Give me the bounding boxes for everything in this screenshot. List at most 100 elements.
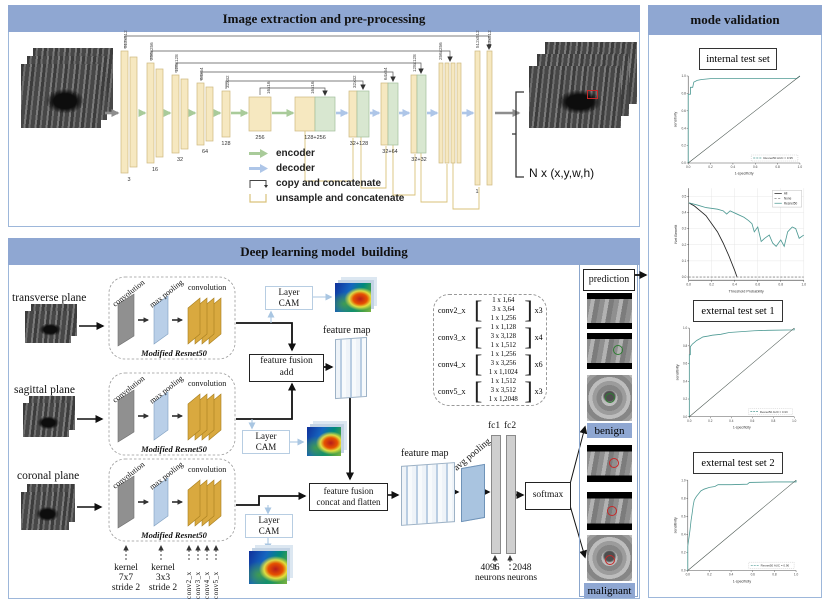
svg-text:0.0: 0.0: [687, 419, 691, 423]
unet-bar: [356, 90, 370, 138]
conv3x-stage-label: conv3_x: [194, 571, 202, 599]
unet-bar: [450, 62, 456, 164]
softmax-box: softmax: [525, 482, 571, 510]
svg-text:1.0: 1.0: [683, 326, 687, 330]
svg-text:0.8: 0.8: [778, 283, 783, 287]
legend-entry: Resnet50 AUC = 0.90: [761, 563, 790, 567]
svg-text:0.3: 0.3: [682, 227, 687, 231]
external-2-roc-chart: 0.0 0.2 0.4 0.6 0.8 1.0 0.0 0.2 0.4 0.6 0.8 1.0 1-sp…: [673, 476, 801, 584]
svg-text:0.6: 0.6: [753, 165, 758, 169]
svg-text:Modified Resnet50: Modified Resnet50: [140, 530, 208, 540]
external-test-set-2-roc: 0.0 0.2 0.4 0.6 0.8 1.0 0.0 0.2 0.4 0.6 0.8 1.0 1-sp…: [674, 478, 799, 583]
legend-entry: None: [784, 197, 792, 201]
svg-text:convolution: convolution: [188, 465, 226, 474]
unet-bar: [410, 74, 418, 154]
unet-bar: [120, 50, 129, 174]
resnet-block-coronal: convolution max pooling convolution Modifie…: [108, 458, 236, 542]
unet-size-label: 512x512: [475, 30, 480, 48]
unet-bar: [205, 86, 214, 142]
unet-bar: [248, 96, 272, 132]
legend-copy: copy and concatenate: [249, 176, 404, 191]
svg-text:0.2: 0.2: [681, 550, 686, 554]
model-body: transverse plane convolution max pooling c…: [9, 264, 639, 599]
detection-bbox: [587, 90, 598, 99]
sagittal-image: [23, 403, 69, 437]
series-Resnet50 AUC = 0.93: [688, 328, 795, 417]
unet-size-label: 128x128: [412, 54, 417, 72]
fc2-label: fc2: [504, 421, 517, 431]
input-ultrasound-image: [21, 64, 101, 128]
series-Resnet50 AUC = 0.95: [687, 75, 801, 163]
unet-bar: [456, 62, 462, 164]
series-Resnet50: [688, 202, 805, 248]
unet-bar: [387, 82, 399, 146]
plane-label-coronal: coronal plane: [17, 470, 80, 482]
unet-size-label: 256x256: [149, 42, 154, 60]
resnet-internal: convolution max pooling convolutionModifie…: [108, 372, 236, 456]
svg-text:Modified Resnet50: Modified Resnet50: [140, 444, 208, 454]
malignant-image-3: [587, 535, 632, 581]
lesion-marker: [605, 393, 615, 403]
fc2-neurons-label: 2048 neurons: [506, 563, 538, 583]
legend-decoder-label: decoder: [276, 163, 315, 174]
svg-text:1.0: 1.0: [794, 573, 799, 577]
skip-connection: [175, 62, 424, 74]
decision-curve-analysis: 0.0 0.2 0.4 0.6 0.8 1.0 0.0 0.1 0.2 0.3 0.4 0.5 Thre…: [674, 188, 806, 293]
unet-bar: [444, 62, 450, 164]
unet-bar: [486, 50, 493, 186]
svg-text:1.0: 1.0: [681, 74, 686, 78]
unet-channel-label: 32+128: [350, 141, 369, 147]
conv-spec-row: conv2_x[1 x 1,64 3 x 3,64 1 x 1,256] x3: [438, 296, 543, 324]
coronal-image: [21, 492, 69, 530]
feature-fusion-concat-box: feature fusion concat and flatten: [309, 483, 388, 511]
svg-text:0.8: 0.8: [772, 573, 777, 577]
unet-bar: [380, 82, 389, 146]
legend-decoder: decoder: [249, 161, 404, 176]
unet-channel-label: 16: [152, 167, 158, 173]
external-1-roc-chart: 0.0 0.2 0.4 0.6 0.8 1.0 0.0 0.2 0.4 0.6 0.8 1.0 1-sp…: [675, 324, 799, 430]
svg-text:1.0: 1.0: [798, 165, 803, 169]
svg-text:0.8: 0.8: [775, 165, 780, 169]
unsample-line: [392, 145, 416, 196]
output-ultrasound-image: [529, 66, 621, 128]
unet-size-label: 32x32: [352, 75, 357, 88]
external-test-set-1-label: external test set 1: [693, 300, 783, 322]
skip-connection: [124, 35, 492, 50]
unet-channel-label: 32+32: [411, 157, 426, 163]
unet-diagram: 512x5123256x25616128x1283264x646432x3212…: [105, 30, 521, 210]
transverse-image: [25, 311, 71, 343]
feature-map-label-1: feature map: [323, 325, 371, 336]
svg-text:0.8: 0.8: [681, 496, 686, 500]
conv-spec-box: conv2_x[1 x 1,64 3 x 3,64 1 x 1,256] x3 conv…: [433, 294, 547, 406]
unet-bar: [155, 68, 164, 158]
svg-text:0.6: 0.6: [751, 573, 756, 577]
legend-entry: Resnet50 AUC = 0.95: [763, 156, 793, 160]
malignant-label: malignant: [584, 583, 635, 598]
unet-bar: [348, 90, 358, 138]
svg-text:0.6: 0.6: [681, 514, 686, 518]
svg-text:0.4: 0.4: [729, 419, 733, 423]
svg-text:0.6: 0.6: [683, 362, 687, 366]
svg-text:0.2: 0.2: [708, 419, 712, 423]
unet-bar: [129, 56, 138, 168]
malignant-image-2: [587, 492, 632, 530]
series-reference: [689, 327, 795, 417]
svg-text:0.2: 0.2: [681, 144, 686, 148]
svg-text:0.0: 0.0: [682, 275, 687, 279]
svg-text:1.0: 1.0: [801, 283, 806, 287]
svg-text:1.0: 1.0: [681, 478, 686, 482]
legend-unsample-label: unsample and concatenate: [276, 193, 405, 204]
x-axis-label: Threshold Probability: [729, 289, 764, 293]
resnet-block-transverse: convolution max pooling convolution Modifie…: [108, 276, 236, 360]
cam-heatmap-1: [335, 283, 371, 312]
unet-size-label: 16x16: [266, 81, 271, 94]
conv4x-stage-label: conv4_x: [203, 571, 211, 599]
y-axis-label: sensitivity: [674, 112, 678, 128]
conv-spec-row: conv4_x[1 x 1,256 3 x 3,256 1 x 1,1024] x6: [438, 350, 543, 378]
svg-text:convolution: convolution: [188, 379, 226, 388]
internal-test-set-roc: 0.0 0.2 0.4 0.6 0.8 1.0 0.0 0.2 0.4 0.6 0.8 1.0 1-sp…: [674, 74, 803, 175]
svg-text:0.4: 0.4: [732, 283, 737, 287]
svg-text:0.5: 0.5: [682, 194, 687, 198]
kernel-7x7-label: kernel 7x7 stride 2: [111, 563, 141, 593]
